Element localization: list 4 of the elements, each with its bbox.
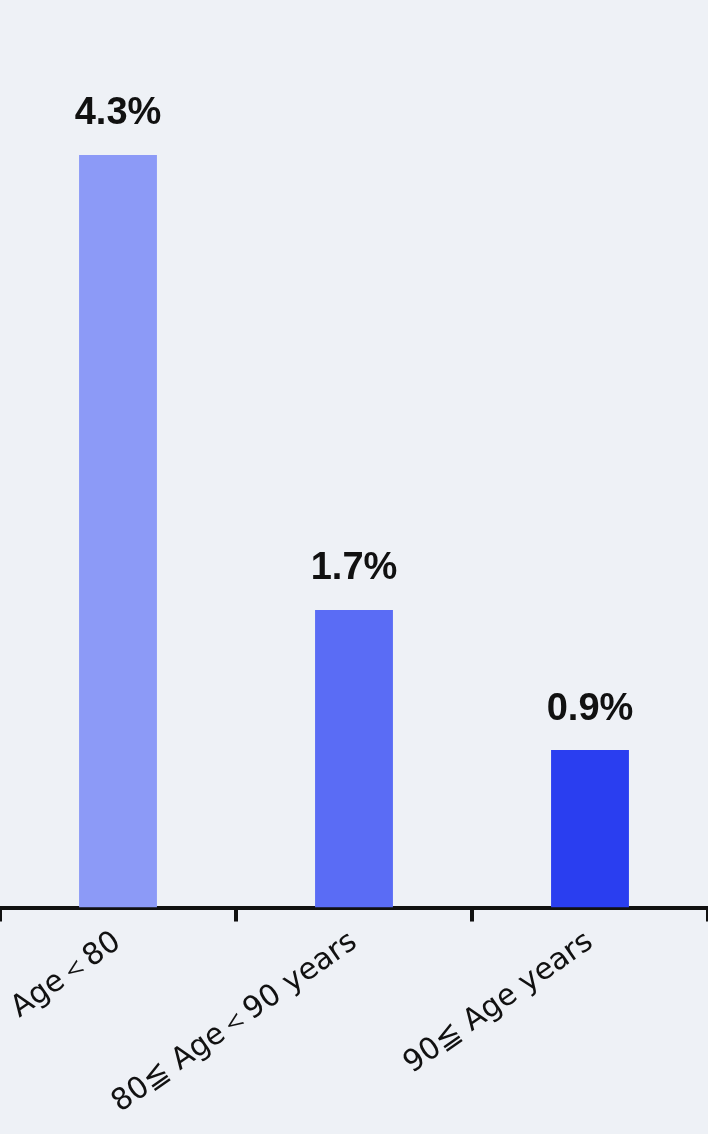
data-label: 0.9%: [546, 685, 634, 728]
x-tick-label: Age＜80: [3, 922, 127, 1024]
data-label: 1.7%: [310, 545, 398, 588]
data-label: 4.3%: [74, 90, 162, 133]
